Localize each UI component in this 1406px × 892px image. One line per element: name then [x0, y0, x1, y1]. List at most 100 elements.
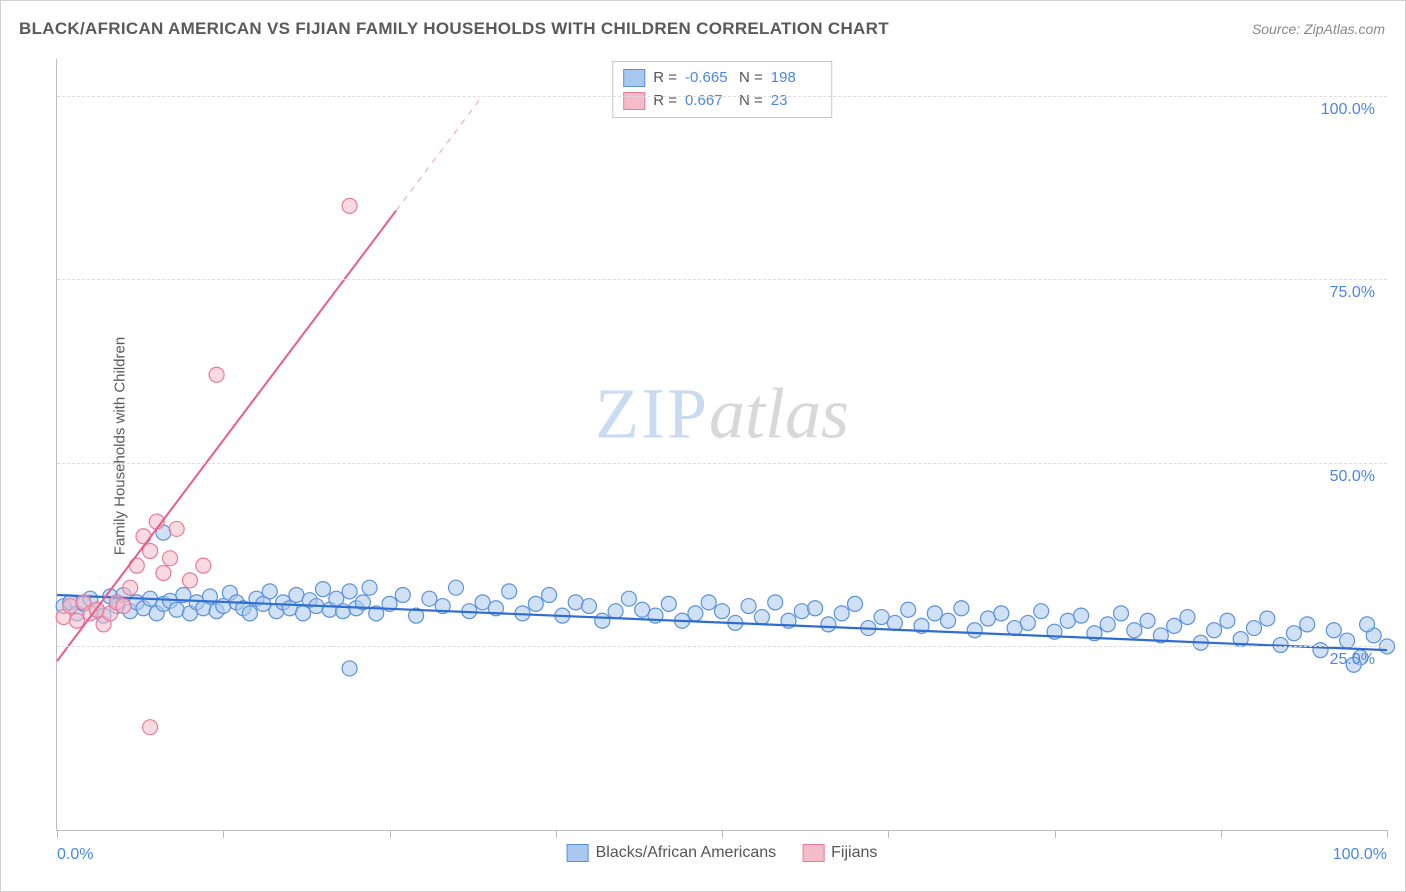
data-point [701, 595, 716, 610]
data-point [608, 604, 623, 619]
data-point [169, 602, 184, 617]
data-point [741, 599, 756, 614]
data-point [196, 558, 211, 573]
stats-box: R = -0.665 N = 198 R = 0.667 N = 23 [612, 61, 832, 118]
data-point [927, 606, 942, 621]
data-point [901, 602, 916, 617]
data-point [754, 610, 769, 625]
data-point [209, 367, 224, 382]
data-point [422, 591, 437, 606]
data-point [568, 595, 583, 610]
y-tick-label: 75.0% [1330, 284, 1375, 302]
data-point [129, 558, 144, 573]
legend-swatch [802, 844, 824, 862]
chart-container: BLACK/AFRICAN AMERICAN VS FIJIAN FAMILY … [0, 0, 1406, 892]
y-tick-label: 25.0% [1330, 651, 1375, 669]
r-label: R = [653, 66, 677, 89]
data-point [136, 529, 151, 544]
data-point [621, 591, 636, 606]
x-tick [390, 830, 391, 838]
data-point [967, 623, 982, 638]
data-point [316, 582, 331, 597]
legend-swatch [623, 69, 645, 87]
legend-swatch [567, 844, 589, 862]
source-attribution: Source: ZipAtlas.com [1252, 21, 1385, 37]
data-point [661, 596, 676, 611]
legend-swatch [623, 92, 645, 110]
data-point [1326, 623, 1341, 638]
data-point [1100, 617, 1115, 632]
x-tick-label: 100.0% [1333, 846, 1387, 864]
gridline [57, 96, 1387, 97]
data-point [794, 604, 809, 619]
data-point [143, 720, 158, 735]
data-point [502, 584, 517, 599]
data-point [1260, 611, 1275, 626]
r-label: R = [653, 89, 677, 112]
stats-row: R = -0.665 N = 198 [623, 66, 817, 89]
data-point [1074, 608, 1089, 623]
bottom-legend: Blacks/African Americans Fijians [567, 844, 878, 862]
data-point [262, 584, 277, 599]
x-tick [57, 830, 58, 838]
legend-label: Blacks/African Americans [596, 844, 777, 862]
gridline [57, 646, 1387, 647]
n-label: N = [739, 66, 763, 89]
data-point [528, 596, 543, 611]
data-point [1300, 617, 1315, 632]
chart-title: BLACK/AFRICAN AMERICAN VS FIJIAN FAMILY … [19, 19, 889, 39]
data-point [1114, 606, 1129, 621]
data-point [834, 606, 849, 621]
data-point [768, 595, 783, 610]
data-point [994, 606, 1009, 621]
data-point [183, 573, 198, 588]
x-tick [888, 830, 889, 838]
data-point [1220, 613, 1235, 628]
x-tick [1055, 830, 1056, 838]
data-point [1180, 610, 1195, 625]
plot-svg [57, 59, 1387, 830]
r-value: 0.667 [685, 89, 731, 112]
n-value: 198 [771, 66, 817, 89]
legend-item: Blacks/African Americans [567, 844, 777, 862]
data-point [941, 613, 956, 628]
y-tick-label: 50.0% [1330, 468, 1375, 486]
data-point [582, 599, 597, 614]
legend-label: Fijians [831, 844, 877, 862]
n-label: N = [739, 89, 763, 112]
x-tick [223, 830, 224, 838]
data-point [242, 606, 257, 621]
data-point [688, 606, 703, 621]
data-point [63, 599, 78, 614]
x-tick [722, 830, 723, 838]
stats-row: R = 0.667 N = 23 [623, 89, 817, 112]
data-point [887, 615, 902, 630]
data-point [116, 599, 131, 614]
data-point [848, 596, 863, 611]
r-value: -0.665 [685, 66, 731, 89]
data-point [1360, 617, 1375, 632]
y-tick-label: 100.0% [1321, 101, 1375, 119]
data-point [1020, 615, 1035, 630]
regression-line-dashed [396, 96, 482, 211]
data-point [808, 601, 823, 616]
data-point [395, 588, 410, 603]
data-point [821, 617, 836, 632]
data-point [715, 604, 730, 619]
data-point [1167, 618, 1182, 633]
data-point [1247, 621, 1262, 636]
data-point [449, 580, 464, 595]
data-point [156, 566, 171, 581]
data-point [1313, 643, 1328, 658]
data-point [123, 580, 138, 595]
data-point [542, 588, 557, 603]
data-point [342, 584, 357, 599]
data-point [1286, 626, 1301, 641]
data-point [342, 198, 357, 213]
x-tick-label: 0.0% [57, 846, 93, 864]
gridline [57, 279, 1387, 280]
n-value: 23 [771, 89, 817, 112]
data-point [1207, 623, 1222, 638]
x-tick [556, 830, 557, 838]
legend-item: Fijians [802, 844, 877, 862]
